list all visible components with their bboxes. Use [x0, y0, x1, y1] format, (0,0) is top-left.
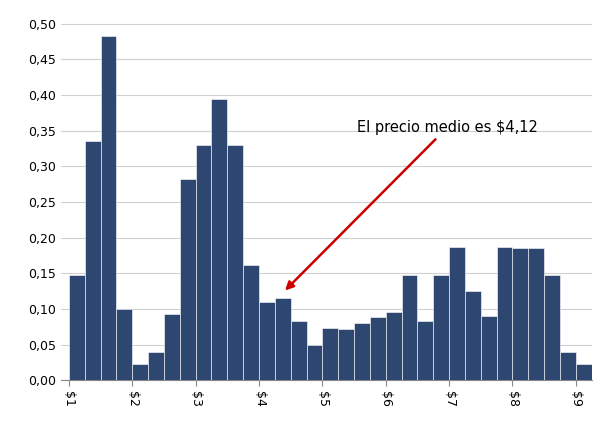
- Bar: [528, 248, 544, 380]
- Bar: [338, 329, 354, 380]
- Bar: [307, 344, 323, 380]
- Bar: [401, 275, 417, 380]
- Bar: [417, 321, 433, 380]
- Bar: [85, 141, 101, 380]
- Bar: [148, 352, 164, 380]
- Bar: [180, 179, 196, 380]
- Bar: [212, 98, 228, 380]
- Bar: [481, 316, 497, 380]
- Text: El precio medio es $4,12: El precio medio es $4,12: [287, 120, 538, 289]
- Bar: [544, 275, 560, 380]
- Bar: [243, 265, 259, 380]
- Bar: [323, 328, 338, 380]
- Bar: [576, 365, 592, 380]
- Bar: [370, 318, 386, 380]
- Bar: [608, 373, 610, 380]
- Bar: [196, 145, 212, 380]
- Bar: [69, 275, 85, 380]
- Bar: [560, 352, 576, 380]
- Bar: [354, 323, 370, 380]
- Bar: [275, 298, 291, 380]
- Bar: [291, 321, 307, 380]
- Bar: [497, 247, 512, 380]
- Bar: [386, 312, 401, 380]
- Bar: [101, 36, 117, 380]
- Bar: [259, 302, 275, 380]
- Bar: [228, 145, 243, 380]
- Bar: [592, 352, 608, 380]
- Bar: [512, 248, 528, 380]
- Bar: [132, 365, 148, 380]
- Bar: [433, 275, 449, 380]
- Bar: [117, 309, 132, 380]
- Bar: [164, 314, 180, 380]
- Bar: [465, 291, 481, 380]
- Bar: [449, 247, 465, 380]
